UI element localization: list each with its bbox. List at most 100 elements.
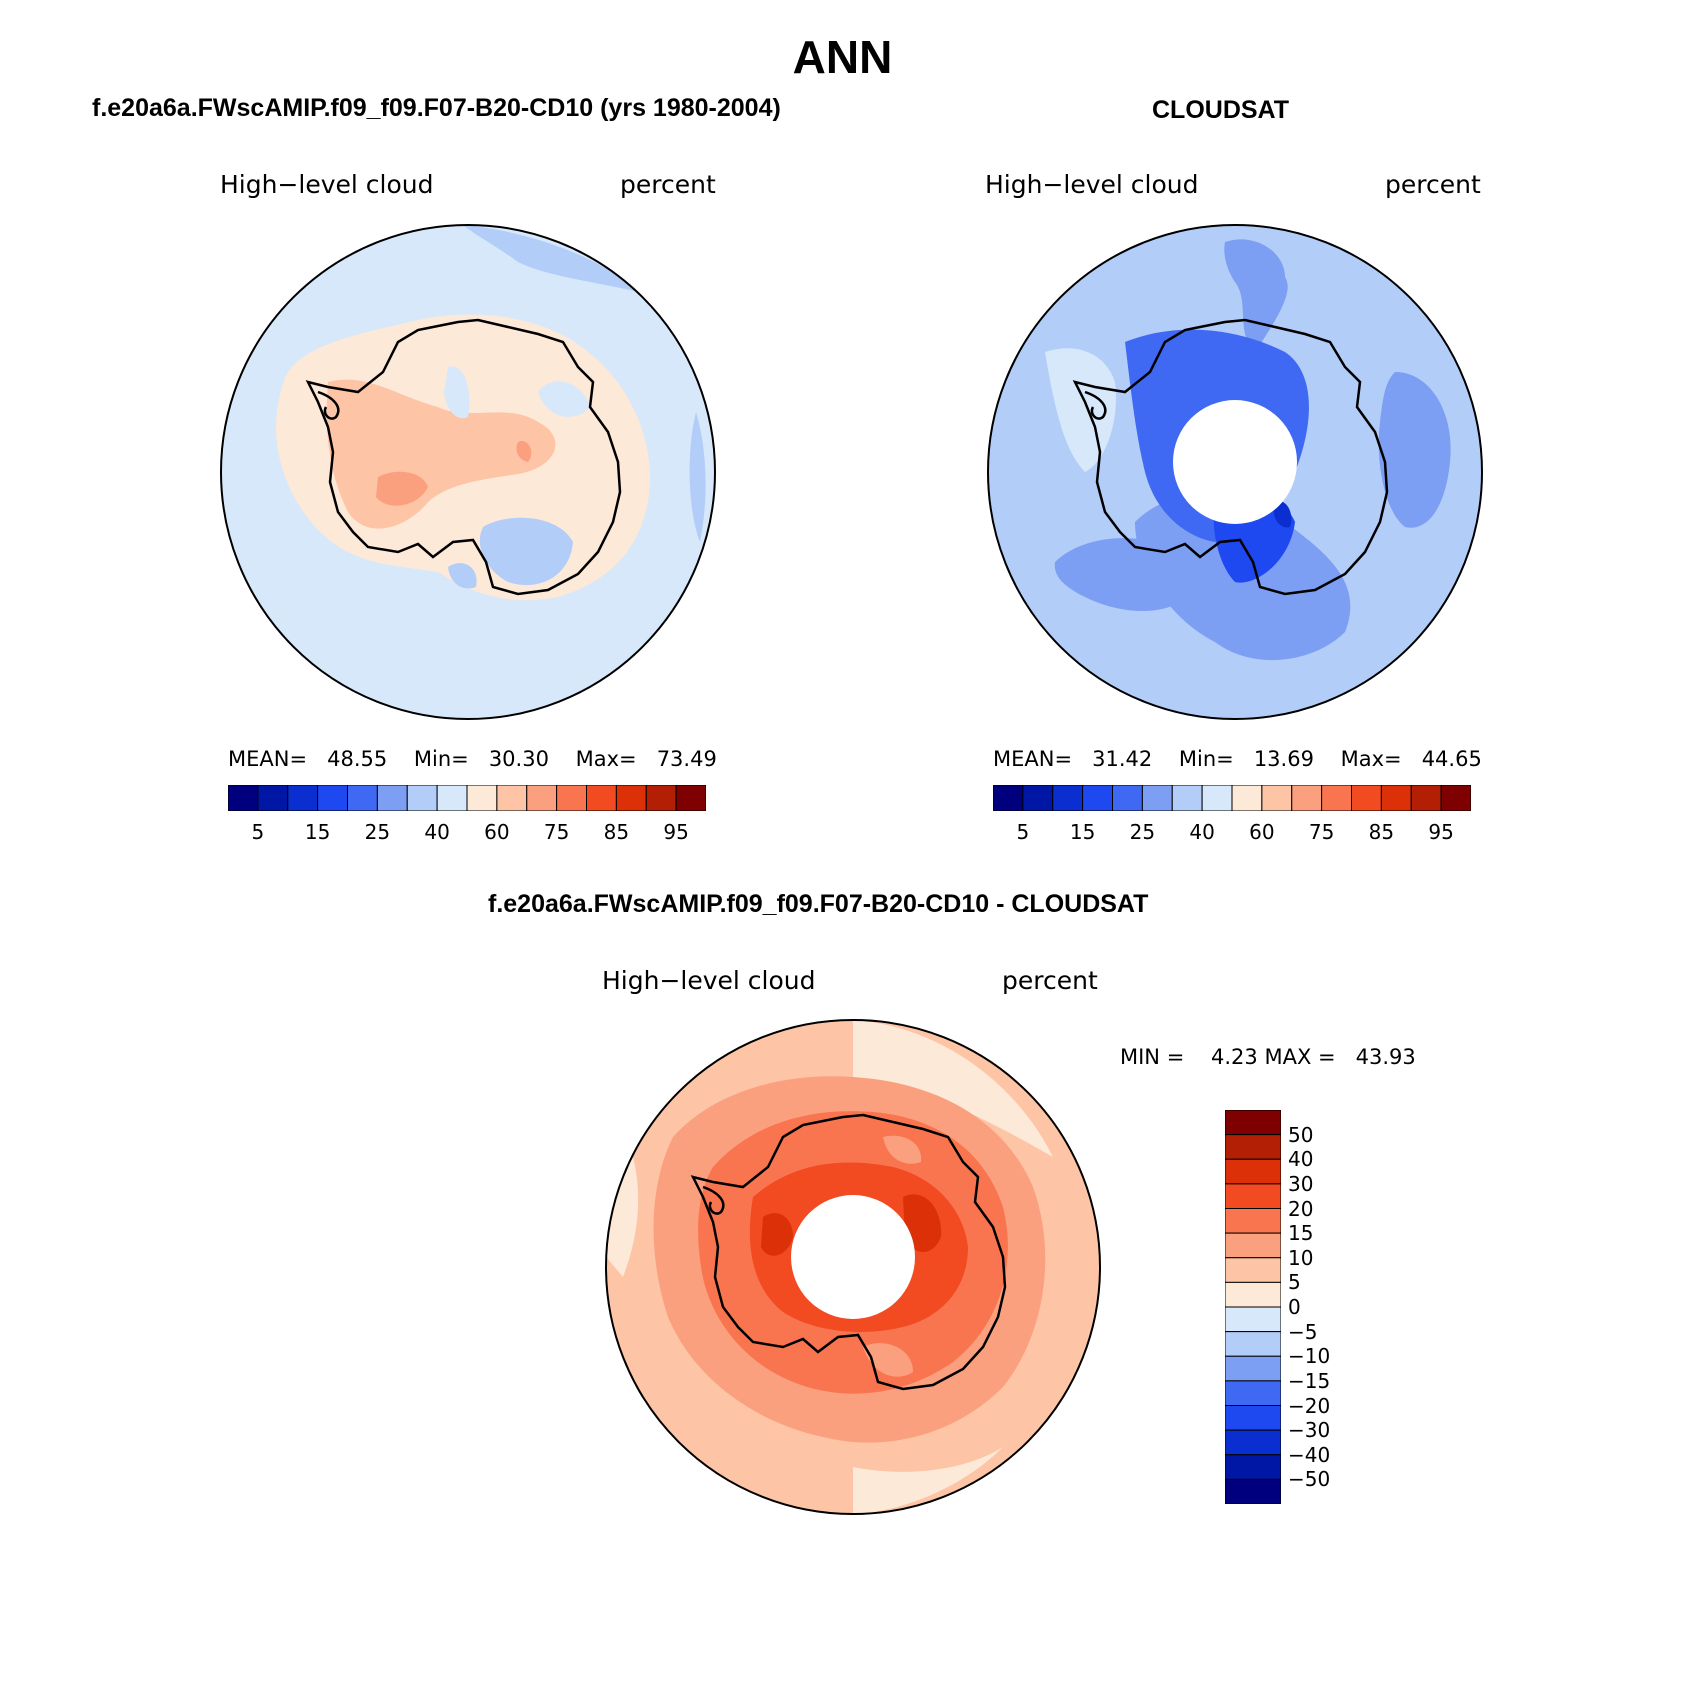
colorbar-tick-label: 75 [1308,820,1335,844]
model-stats-row: MEAN= 48.55 Min= 30.30 Max= 73.49 [228,747,717,771]
colorbar-tick-label: 95 [663,820,689,844]
colorbar-tick-label: 25 [364,820,391,844]
diff-weak-positive-patch-south [853,1447,1003,1514]
model-peak-cloud-patch-2 [516,441,532,462]
colorbar-tick-label: −50 [1288,1467,1331,1492]
colorbar-swatch [257,785,289,811]
obs-lower-cloud-patch-north [1224,239,1288,352]
colorbar-swatch [1261,785,1293,811]
model-low-cloud-patch-east [689,412,706,542]
diff-min-label: MIN = [1120,1045,1185,1069]
colorbar-swatch [1225,1405,1281,1431]
model-variable-label: High−level cloud [220,170,434,199]
colorbar-swatch [347,785,378,811]
diff-weak-positive-patch-west [606,1157,639,1277]
colorbar-swatch [1225,1380,1281,1406]
obs-mean-value: 31.42 [1092,747,1153,771]
obs-variable-label: High−level cloud [985,170,1199,199]
colorbar-swatch [993,785,1024,811]
model-max-value: 73.49 [656,747,717,771]
colorbar-tick-label: 40 [424,820,450,844]
colorbar-swatch [586,785,617,811]
colorbar-tick-label: 5 [251,820,265,844]
model-case-title: f.e20a6a.FWscAMIP.f09_f09.F07-B20-CD10 (… [92,94,781,122]
colorbar-swatch [1225,1232,1281,1259]
colorbar-swatch [1225,1158,1281,1185]
diff-colorbar [1225,1110,1281,1504]
model-colorbar-ticks: 5 15 25 40 60 75 85 95 [228,820,706,846]
diff-variable-label: High−level cloud [602,966,816,995]
diff-moderate-patch-inner [883,1135,922,1164]
colorbar-swatch [287,785,319,811]
diff-units-label: percent [1002,966,1098,995]
colorbar-swatch [1112,785,1143,811]
obs-max-value: 44.65 [1421,747,1482,771]
colorbar-tick-label: 85 [603,820,630,844]
obs-map-border [987,224,1483,720]
colorbar-swatch [1231,785,1263,811]
obs-min-value: 13.69 [1253,747,1314,771]
model-low-cloud-patch-south [479,517,573,586]
obs-polar-map [987,224,1483,720]
colorbar-swatch [1291,785,1323,811]
colorbar-tick-label: −15 [1288,1368,1331,1393]
colorbar-tick-label: 50 [1288,1122,1314,1147]
diff-peak-patch-west [761,1213,793,1256]
colorbar-tick-label: 85 [1368,820,1395,844]
obs-min-label: Min= [1178,747,1234,771]
colorbar-tick-label: −10 [1288,1344,1331,1369]
colorbar-swatch [526,785,558,811]
colorbar-tick-label: 15 [1069,820,1096,844]
model-colorbar [228,785,706,811]
colorbar-tick-label: 15 [304,820,331,844]
obs-max-label: Max= [1340,747,1402,771]
colorbar-swatch [1225,1208,1281,1234]
colorbar-swatch [1082,785,1113,811]
colorbar-swatch [1201,785,1233,811]
model-max-label: Max= [575,747,637,771]
colorbar-tick-label: −5 [1288,1319,1318,1344]
colorbar-tick-label: −30 [1288,1418,1331,1443]
colorbar-swatch [1171,785,1203,811]
colorbar-swatch [1225,1454,1281,1480]
model-low-cloud-patch-small [448,563,477,589]
colorbar-swatch [1225,1355,1281,1382]
colorbar-swatch [556,785,587,811]
colorbar-swatch [1225,1429,1281,1456]
colorbar-swatch [1410,785,1442,811]
diff-stats-row: MIN = 4.23 MAX = 43.93 [1120,1045,1416,1069]
colorbar-tick-label: −40 [1288,1442,1331,1467]
model-map-border [220,224,716,720]
colorbar-swatch [1225,1183,1281,1209]
obs-missing-data-hole [1173,400,1297,524]
colorbar-swatch [1022,785,1054,811]
colorbar-tick-label: 60 [484,820,510,844]
model-mean-value: 48.55 [327,747,388,771]
colorbar-swatch [436,785,468,811]
colorbar-swatch [1225,1134,1281,1160]
colorbar-swatch [1225,1306,1281,1333]
model-polar-map [220,224,716,720]
colorbar-swatch [228,785,259,811]
colorbar-tick-label: 15 [1288,1221,1314,1246]
colorbar-tick-label: 95 [1428,820,1454,844]
diff-weak-positive-patch-north [853,1020,1053,1157]
colorbar-swatch [1225,1331,1281,1357]
colorbar-swatch [645,785,677,811]
colorbar-tick-label: 60 [1249,820,1275,844]
diff-colorbar-ticks: 50 40 30 20 15 10 5 0 −5 −10 −15 −20 −30 −40 −50 [1288,1110,1378,1504]
colorbar-tick-label: 20 [1288,1196,1314,1221]
colorbar-swatch [1225,1281,1281,1308]
diff-moderate-patch-inner-south [863,1343,913,1377]
obs-stats-row: MEAN= 31.42 Min= 13.69 Max= 44.65 [993,747,1482,771]
model-units-label: percent [620,170,716,199]
diff-max-label: MAX = [1264,1045,1336,1069]
obs-mean-label: MEAN= [993,747,1073,771]
colorbar-swatch [1440,785,1471,811]
colorbar-swatch [1052,785,1084,811]
colorbar-swatch [466,785,498,811]
colorbar-swatch [675,785,706,811]
obs-antarctica-coastline [1072,318,1389,596]
colorbar-swatch [1351,785,1382,811]
obs-minimum-cloud-patch [1273,501,1292,528]
